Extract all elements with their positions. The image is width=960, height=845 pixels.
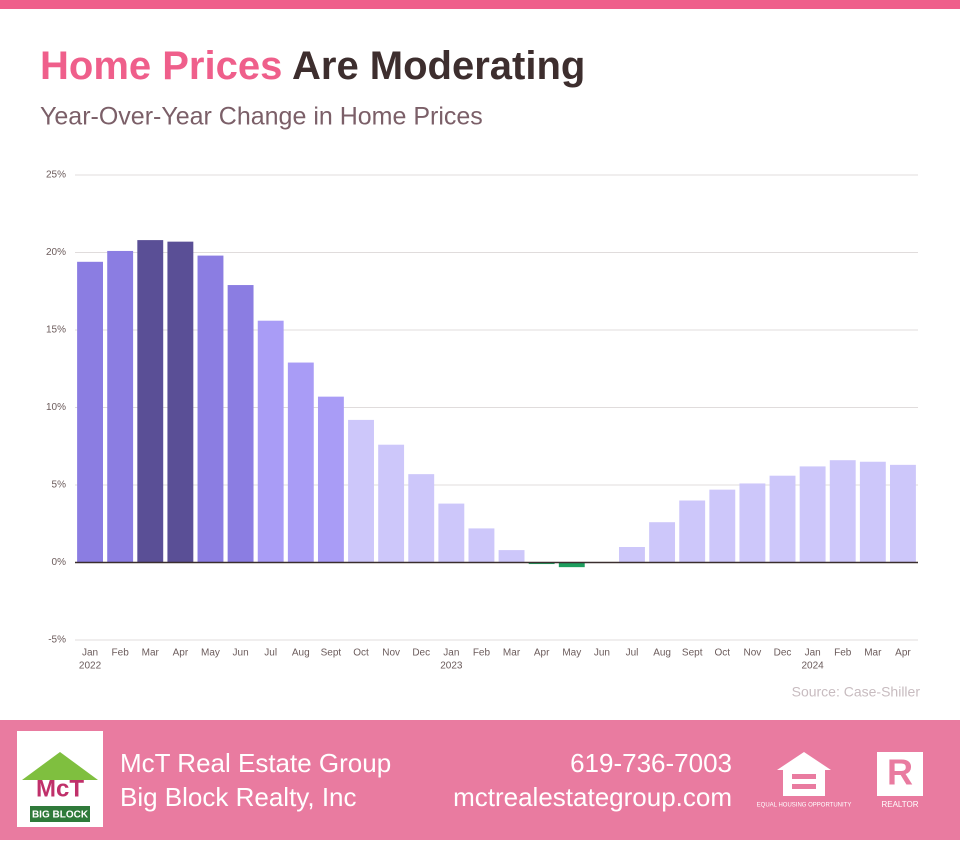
subtitle: Year-Over-Year Change in Home Prices bbox=[40, 103, 483, 131]
x-tick-label: Aug bbox=[653, 648, 671, 659]
bar bbox=[317, 396, 344, 563]
bar bbox=[709, 489, 736, 563]
x-tick-label: May bbox=[201, 648, 220, 659]
bar bbox=[498, 550, 525, 563]
company: McT Real Estate Group bbox=[120, 748, 391, 778]
bar bbox=[287, 362, 314, 563]
brokerage: Big Block Realty, Inc bbox=[120, 782, 357, 812]
x-tick-label: Apr bbox=[534, 648, 550, 659]
x-tick-label: Feb bbox=[834, 648, 852, 659]
logo-text: McT bbox=[36, 775, 84, 802]
y-tick-label: 25% bbox=[46, 170, 66, 181]
equal-housing-text: EQUAL HOUSING OPPORTUNITY bbox=[757, 803, 852, 809]
bar bbox=[227, 285, 254, 563]
bar bbox=[739, 483, 766, 563]
bar bbox=[378, 444, 405, 563]
website: mctrealestategroup.com bbox=[453, 782, 732, 812]
x-tick-label: Sept bbox=[321, 648, 342, 659]
top-band bbox=[0, 0, 960, 9]
bar bbox=[468, 528, 495, 563]
equal-housing-bar bbox=[792, 774, 816, 779]
y-tick-label: 10% bbox=[46, 402, 66, 413]
bar bbox=[619, 547, 645, 563]
x-tick-label: Feb bbox=[112, 648, 130, 659]
title: Home Prices Are Moderating bbox=[40, 44, 585, 88]
x-tick-label: Jul bbox=[264, 648, 277, 659]
bar bbox=[77, 261, 103, 563]
logo-sub-box bbox=[30, 806, 90, 822]
realtor-r: R bbox=[887, 752, 913, 793]
bar bbox=[408, 474, 435, 563]
equal-housing-bar bbox=[792, 784, 816, 789]
x-tick-label: Oct bbox=[715, 648, 731, 659]
bar bbox=[257, 320, 284, 563]
bar bbox=[799, 466, 826, 563]
bar bbox=[890, 464, 916, 563]
x-tick-label: Jan bbox=[82, 648, 98, 659]
bar bbox=[137, 240, 164, 563]
x-tick-label: Jul bbox=[626, 648, 639, 659]
y-tick-label: -5% bbox=[48, 635, 66, 646]
realtor-icon bbox=[877, 752, 923, 796]
x-tick-label: Jan bbox=[443, 648, 459, 659]
x-tick-label: Dec bbox=[774, 648, 792, 659]
bar bbox=[829, 460, 856, 563]
x-tick-label: Oct bbox=[353, 648, 369, 659]
title-highlight: Home Prices bbox=[40, 44, 282, 88]
bar bbox=[107, 250, 134, 563]
x-tick-label: Feb bbox=[473, 648, 491, 659]
x-tick-label: Nov bbox=[744, 648, 762, 659]
bar bbox=[558, 562, 585, 568]
phone: 619-736-7003 bbox=[570, 748, 732, 778]
x-tick-label: Mar bbox=[864, 648, 882, 659]
source: Source: Case-Shiller bbox=[792, 684, 921, 700]
bar bbox=[769, 475, 796, 563]
logo-subtext: BIG BLOCK bbox=[32, 810, 89, 821]
x-tick-label: Apr bbox=[173, 648, 189, 659]
x-tick-label: Mar bbox=[503, 648, 521, 659]
y-tick-label: 5% bbox=[52, 480, 67, 491]
x-tick-label: Jun bbox=[594, 648, 610, 659]
x-year-label: 2023 bbox=[440, 661, 463, 672]
bar bbox=[859, 461, 886, 563]
bar bbox=[649, 522, 676, 563]
plot: -5% 0% 5% 10% 15% 20% 25% Jan 2022 Feb Mar Apr May Ju… bbox=[46, 170, 918, 672]
x-tick-label: Nov bbox=[382, 648, 400, 659]
realtor-text: REALTOR bbox=[881, 800, 918, 809]
x-tick-label: Sept bbox=[682, 648, 703, 659]
x-tick-label: Apr bbox=[895, 648, 911, 659]
x-tick-label: Jan bbox=[805, 648, 821, 659]
bar bbox=[348, 419, 374, 563]
bar bbox=[438, 503, 465, 563]
x-year-label: 2022 bbox=[79, 661, 102, 672]
bar bbox=[197, 255, 224, 563]
y-tick-label: 15% bbox=[46, 325, 66, 336]
x-tick-label: Jun bbox=[233, 648, 249, 659]
y-tick-label: 20% bbox=[46, 247, 66, 258]
bar bbox=[679, 500, 706, 563]
x-year-label: 2024 bbox=[802, 661, 825, 672]
x-tick-label: Mar bbox=[142, 648, 160, 659]
bar bbox=[167, 241, 194, 563]
x-tick-label: Dec bbox=[412, 648, 430, 659]
title-rest: Are Moderating bbox=[292, 44, 585, 88]
x-tick-label: May bbox=[562, 648, 581, 659]
x-tick-label: Aug bbox=[292, 648, 310, 659]
y-tick-label: 0% bbox=[52, 557, 67, 568]
logo-roof bbox=[22, 752, 98, 780]
bar bbox=[528, 562, 555, 565]
